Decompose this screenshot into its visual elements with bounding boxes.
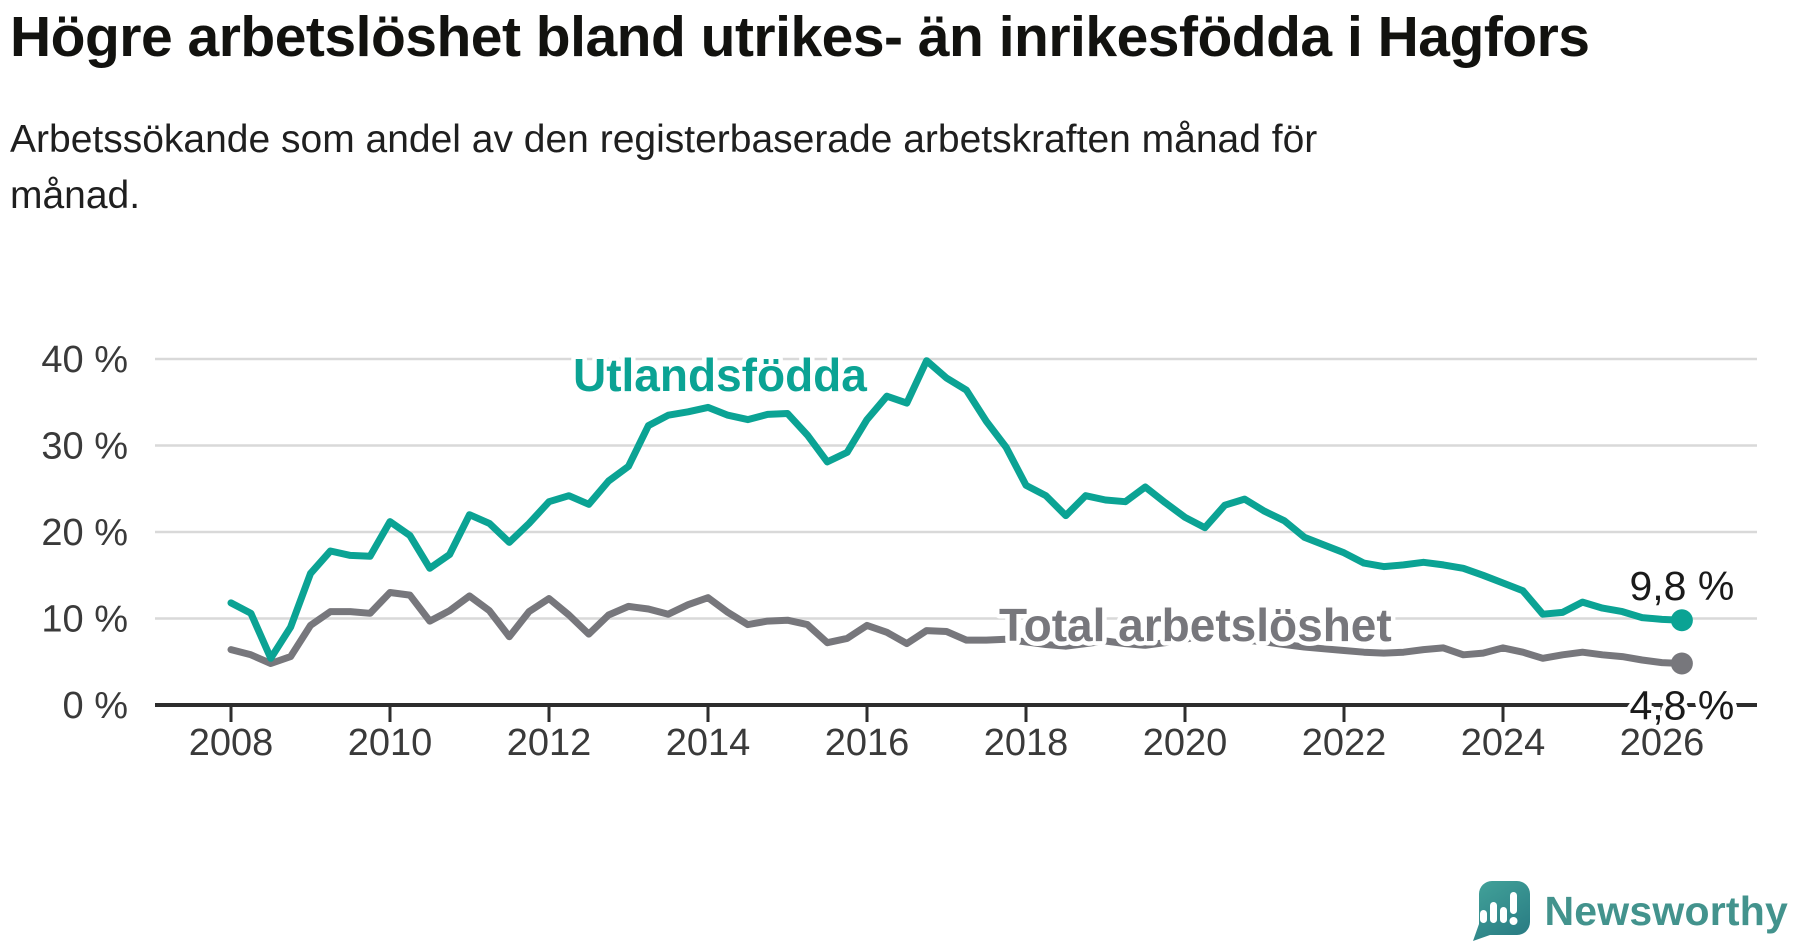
end-value-label-total: 4,8 % — [1629, 682, 1734, 728]
end-value-label-utlandsfodda: 9,8 % — [1629, 563, 1734, 609]
newsworthy-logo[interactable]: Newsworthy — [1467, 880, 1789, 942]
y-tick-label-10: 10 % — [41, 599, 128, 641]
x-tick-label-2012: 2012 — [507, 722, 592, 764]
series-end-dot-total — [1670, 652, 1693, 675]
x-tick-label-2008: 2008 — [189, 722, 274, 764]
series-end-dot-utlandsfodda — [1670, 609, 1693, 632]
series-line-total — [227, 589, 1686, 667]
y-tick-label-0: 0 % — [63, 685, 128, 727]
y-tick-label-20: 20 % — [41, 512, 128, 554]
series-label-utlandsfodda: Utlandsfödda — [573, 349, 867, 401]
x-tick-label-2014: 2014 — [666, 722, 751, 764]
x-tick-label-2010: 2010 — [348, 722, 433, 764]
x-tick-label-2024: 2024 — [1461, 722, 1546, 764]
x-tick-label-2018: 2018 — [984, 722, 1069, 764]
newsworthy-logo-text: Newsworthy — [1544, 887, 1788, 934]
page-title: Högre arbetslöshet bland utrikes- än inr… — [10, 5, 1590, 69]
series-label-total: Total arbetslöshet — [999, 599, 1392, 651]
y-tick-label-30: 30 % — [41, 426, 128, 468]
page-subtitle: Arbetssökande som andel av den registerb… — [10, 118, 1318, 217]
x-tick-label-2026: 2026 — [1620, 722, 1705, 764]
x-tick-label-2022: 2022 — [1302, 722, 1387, 764]
newsworthy-logo-icon — [1472, 881, 1530, 941]
x-tick-label-2016: 2016 — [825, 722, 910, 764]
y-tick-label-40: 40 % — [41, 339, 128, 381]
x-tick-label-2020: 2020 — [1143, 722, 1228, 764]
series-line-utlandsfodda — [227, 357, 1686, 662]
